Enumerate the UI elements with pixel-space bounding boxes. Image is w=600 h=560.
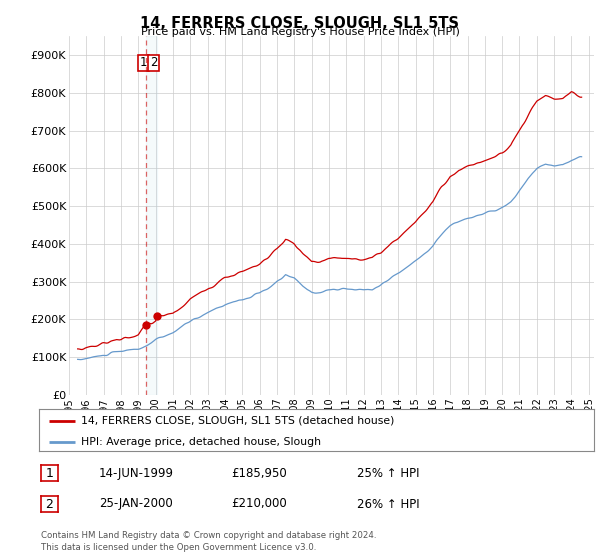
Text: HPI: Average price, detached house, Slough: HPI: Average price, detached house, Slou…: [80, 437, 320, 446]
Text: 14, FERRERS CLOSE, SLOUGH, SL1 5TS: 14, FERRERS CLOSE, SLOUGH, SL1 5TS: [140, 16, 460, 31]
Text: £210,000: £210,000: [231, 497, 287, 511]
Text: 1: 1: [140, 57, 147, 69]
Bar: [146, 36, 157, 395]
Text: 2: 2: [150, 57, 158, 69]
Text: 14-JUN-1999: 14-JUN-1999: [99, 466, 174, 480]
Text: 25% ↑ HPI: 25% ↑ HPI: [357, 466, 419, 480]
Text: 2: 2: [45, 497, 53, 511]
Text: Price paid vs. HM Land Registry's House Price Index (HPI): Price paid vs. HM Land Registry's House …: [140, 27, 460, 38]
Text: 26% ↑ HPI: 26% ↑ HPI: [357, 497, 419, 511]
Text: Contains HM Land Registry data © Crown copyright and database right 2024.
This d: Contains HM Land Registry data © Crown c…: [41, 531, 376, 552]
Text: £185,950: £185,950: [231, 466, 287, 480]
Text: 25-JAN-2000: 25-JAN-2000: [99, 497, 173, 511]
Text: 14, FERRERS CLOSE, SLOUGH, SL1 5TS (detached house): 14, FERRERS CLOSE, SLOUGH, SL1 5TS (deta…: [80, 416, 394, 426]
Text: 1: 1: [45, 466, 53, 480]
